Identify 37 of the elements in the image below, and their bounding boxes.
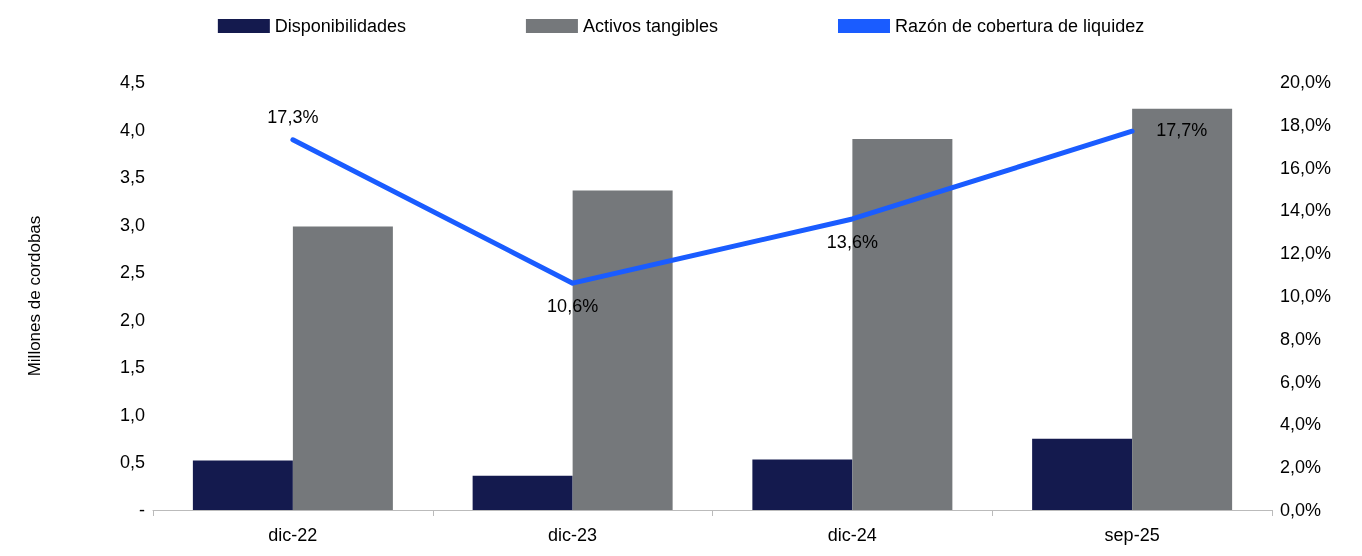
- bar: [1032, 438, 1133, 510]
- y-tick-label: 3,5: [119, 167, 145, 188]
- y-axis-title: Millones de cordobas: [25, 215, 44, 377]
- legend-label: Activos tangibles: [582, 16, 718, 36]
- y-tick-label: 1,0: [119, 404, 145, 425]
- x-tick-label: dic-23: [548, 525, 598, 545]
- y2-tick-label: 10,0%: [1280, 286, 1332, 306]
- data-label: 17,3%: [267, 106, 319, 127]
- y2-tick-label: 20,0%: [1280, 72, 1332, 92]
- y2-tick-label: 8,0%: [1280, 328, 1322, 349]
- data-label: 17,7%: [1156, 120, 1208, 141]
- y2-tick-label: 6,0%: [1280, 371, 1322, 392]
- y-tick-label: 0,5: [119, 452, 145, 473]
- y-tick-label: 3,0: [119, 214, 145, 235]
- y2-tick-label: 4,0%: [1280, 414, 1322, 435]
- y-tick-label: 4,5: [119, 72, 145, 92]
- x-tick-label: dic-22: [268, 525, 318, 545]
- y-tick-label: 2,0: [119, 309, 145, 330]
- y2-tick-label: 12,0%: [1280, 243, 1332, 264]
- y2-tick-label: 16,0%: [1280, 157, 1332, 178]
- y2-tick-label: 2,0%: [1280, 457, 1322, 478]
- y2-tick-label: 14,0%: [1280, 200, 1332, 221]
- x-tick-label: dic-24: [827, 525, 877, 545]
- legend-label: Disponibilidades: [274, 16, 406, 36]
- y-tick-label: 4,0: [119, 119, 145, 140]
- x-tick-label: sep-25: [1104, 525, 1160, 545]
- bar: [192, 460, 293, 510]
- legend-label: Razón de cobertura de liquidez: [894, 16, 1145, 36]
- bar: [292, 226, 393, 510]
- y-tick-label: 1,5: [119, 357, 145, 378]
- y2-tick-label: 18,0%: [1280, 114, 1332, 135]
- bar: [1132, 108, 1233, 510]
- y-tick-label: 2,5: [119, 262, 145, 283]
- y-tick-label: -: [139, 500, 145, 520]
- bar: [472, 475, 573, 510]
- bar: [752, 459, 853, 510]
- y2-tick-label: 0,0%: [1280, 500, 1322, 520]
